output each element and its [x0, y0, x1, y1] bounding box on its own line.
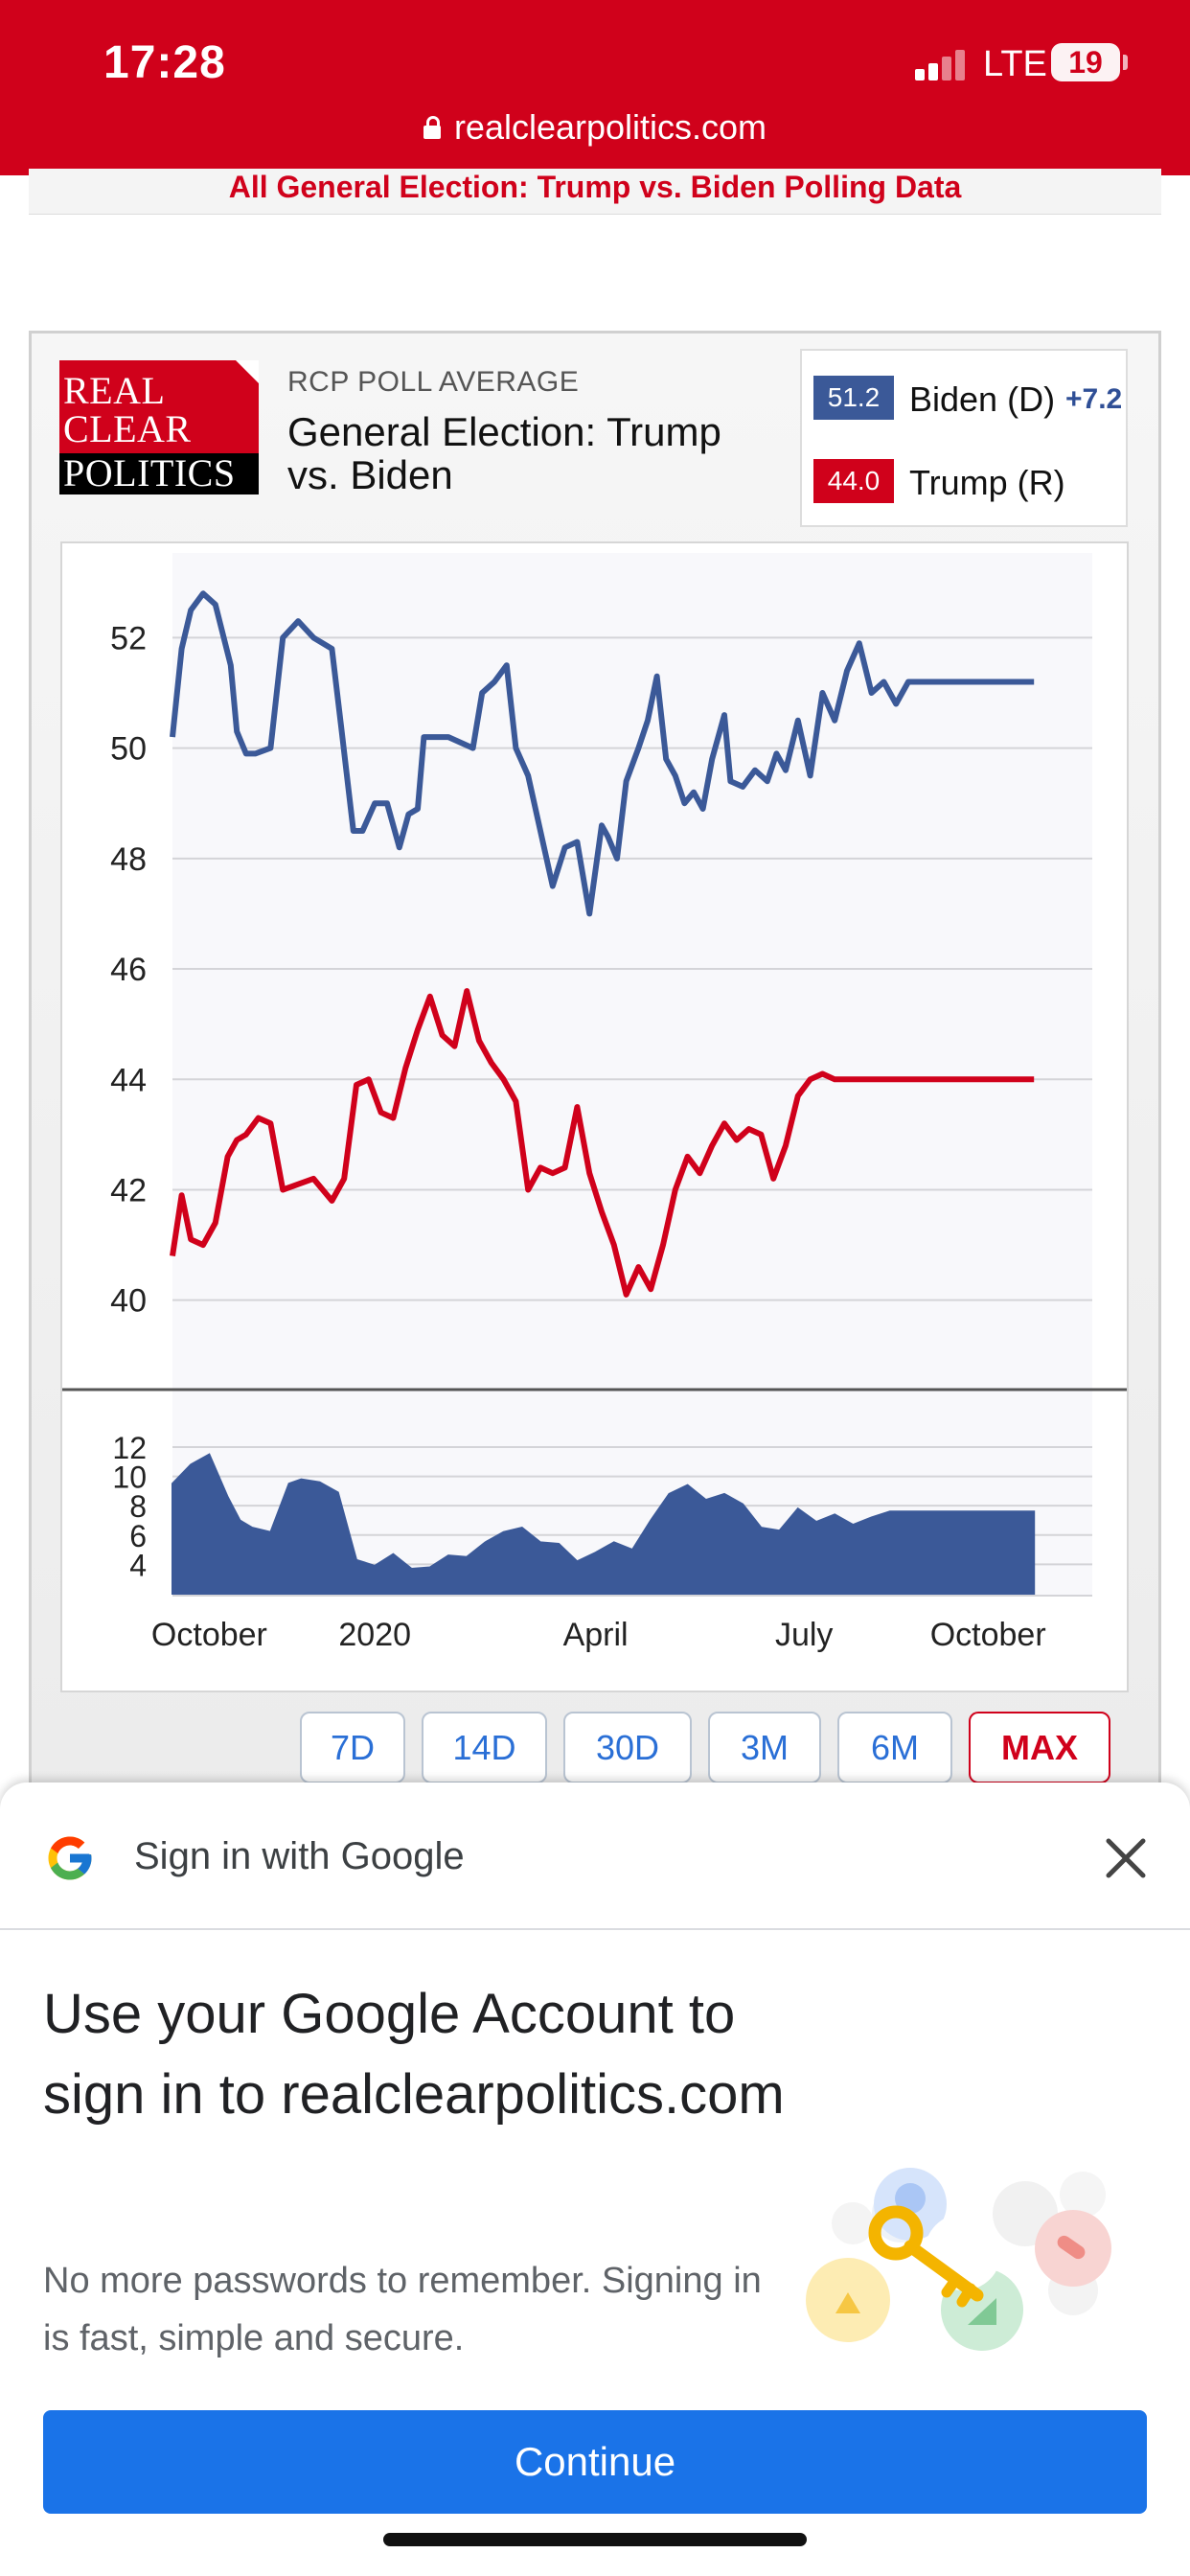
spread-tick-label: 10 [112, 1460, 147, 1495]
logo-black-band [59, 453, 259, 494]
spread-tick-label: 8 [129, 1489, 147, 1524]
x-tick-label: October [151, 1617, 267, 1653]
signin-title: Use your Google Account to sign in to re… [43, 1983, 785, 2126]
spread-tick-label: 12 [112, 1431, 147, 1465]
y-tick-label: 48 [110, 841, 147, 878]
spread-area [172, 1453, 1036, 1595]
polling-data-link[interactable]: All General Election: Trump vs. Biden Po… [228, 170, 962, 204]
legend-row-biden: 51.2 Biden (D) +7.2 [813, 376, 1123, 420]
key-illustration-icon [806, 2168, 1111, 2351]
battery-icon: 19 [1051, 43, 1120, 81]
status-time: 17:28 [103, 37, 226, 88]
legend-box: 51.2 Biden (D) +7.2 44.0 Trump (R) [800, 349, 1128, 527]
y-tick-label: 44 [110, 1062, 147, 1098]
spread-tick-label: 4 [129, 1548, 147, 1582]
range-6m-button[interactable]: 6M [837, 1712, 952, 1783]
legend-value-biden: 51.2 [813, 376, 894, 420]
y-tick-label: 50 [110, 731, 147, 768]
google-g-icon [48, 1836, 92, 1880]
lock-icon [423, 116, 441, 139]
network-label: LTE [983, 44, 1047, 84]
logo-line-1: REAL [63, 369, 166, 412]
plot-background [172, 553, 1092, 1596]
range-7d-button[interactable]: 7D [300, 1712, 405, 1783]
y-tick-label: 40 [110, 1283, 147, 1320]
chart-title: General Election: Trump vs. Biden [287, 409, 721, 497]
x-tick-label: July [775, 1617, 833, 1653]
logo-line-2: CLEAR [63, 407, 192, 450]
signin-header: Sign in with Google [134, 1835, 465, 1877]
polling-data-link-strip[interactable]: All General Election: Trump vs. Biden Po… [29, 169, 1161, 215]
legend-spread: +7.2 [1065, 383, 1123, 415]
continue-button[interactable]: Continue [43, 2410, 1147, 2514]
x-tick-label: October [930, 1617, 1046, 1653]
range-30d-button[interactable]: 30D [563, 1712, 692, 1783]
spread-tick-label: 6 [129, 1519, 147, 1553]
logo-line-3: POLITICS [63, 451, 236, 494]
rcp-logo: REAL CLEAR POLITICS [59, 360, 259, 494]
legend-row-trump: 44.0 Trump (R) [813, 459, 1120, 503]
home-indicator [383, 2533, 807, 2546]
legend-value-trump: 44.0 [813, 459, 894, 503]
series-line-trump [170, 988, 1035, 1298]
sheet-divider [0, 1928, 1190, 1930]
x-tick-label: 2020 [338, 1617, 411, 1653]
battery-level: 19 [1068, 45, 1103, 80]
poll-average-label: RCP POLL AVERAGE [287, 366, 580, 398]
battery-cap [1123, 55, 1128, 70]
signin-subtitle: No more passwords to remember. Signing i… [43, 2261, 762, 2358]
x-tick-label: April [563, 1617, 629, 1653]
browser-top-bar: 17:28 LTE 19 realclearpolitics.com [0, 0, 1190, 175]
logo-corner-fold [236, 360, 259, 383]
url-bar[interactable]: realclearpolitics.com [0, 107, 1190, 148]
y-tick-label: 52 [110, 620, 147, 656]
y-tick-label: 42 [110, 1172, 147, 1208]
signal-icon [915, 48, 969, 80]
range-button-bar: 7D 14D 30D 3M 6M MAX [60, 1694, 1129, 1785]
y-tick-label: 46 [110, 952, 147, 988]
range-3m-button[interactable]: 3M [708, 1712, 821, 1783]
series-line-biden [170, 590, 1035, 917]
legend-name-biden: Biden (D) [909, 380, 1056, 419]
close-icon[interactable] [1100, 1832, 1152, 1884]
chart-plot-area: 40 42 44 46 48 50 52 4 6 8 10 12 October 2020 April Jul… [60, 541, 1129, 1692]
range-14d-button[interactable]: 14D [422, 1712, 547, 1783]
range-max-button[interactable]: MAX [969, 1712, 1110, 1783]
legend-name-trump: Trump (R) [909, 463, 1065, 502]
url-text: realclearpolitics.com [453, 107, 767, 147]
